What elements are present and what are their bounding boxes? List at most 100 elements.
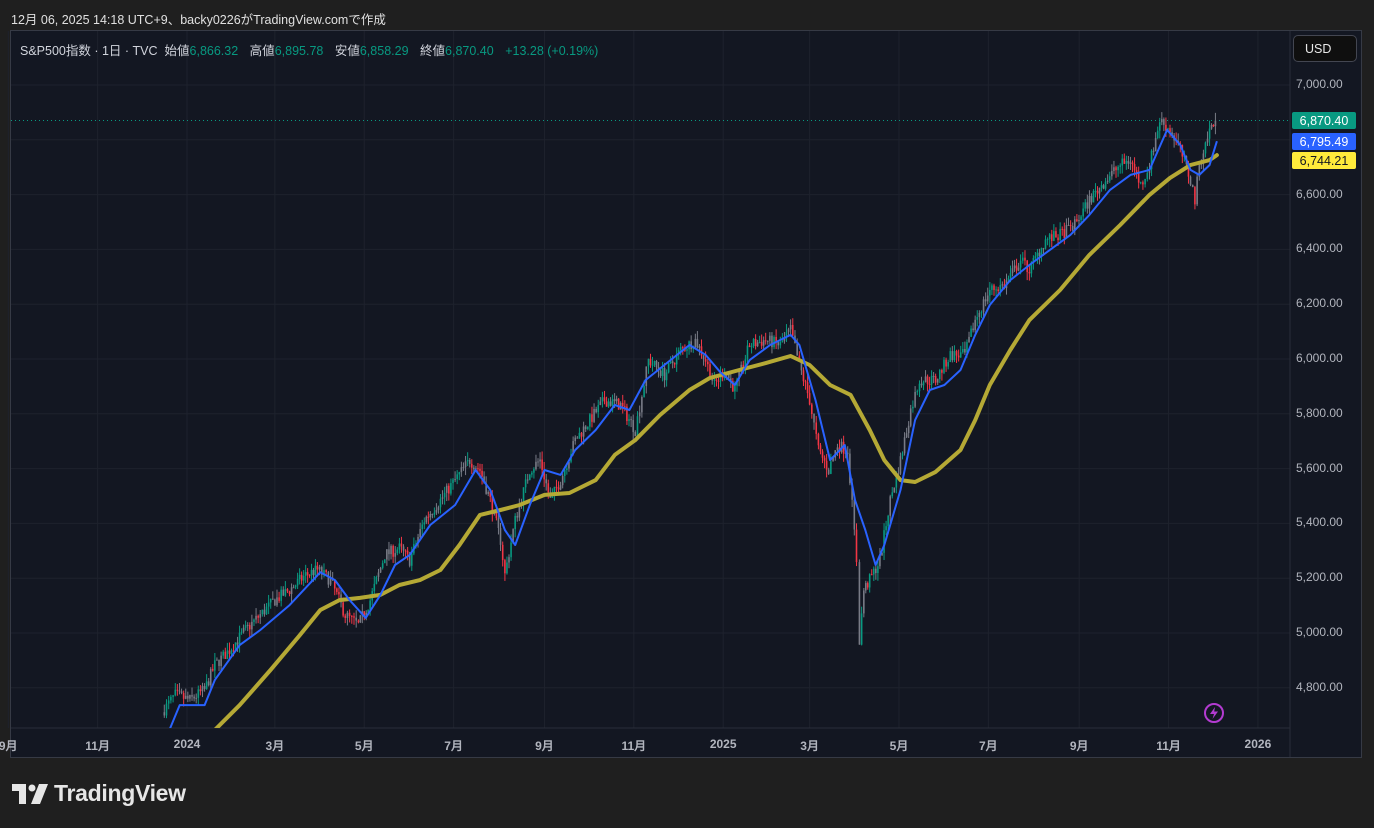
candle-body <box>477 468 479 470</box>
candle-body <box>1131 162 1134 165</box>
candle-body <box>539 459 541 462</box>
candle <box>487 490 490 497</box>
candle-body <box>302 575 305 581</box>
candle <box>1163 117 1165 132</box>
candle <box>302 570 305 587</box>
candle <box>744 354 747 375</box>
candle-body <box>408 553 411 566</box>
candle <box>1113 160 1115 175</box>
candle <box>541 451 543 476</box>
candle-body <box>323 570 325 575</box>
candle <box>518 498 521 522</box>
candle-body <box>613 399 616 402</box>
candle-body <box>282 589 285 596</box>
candle-body <box>491 496 494 515</box>
candle-body <box>671 361 674 364</box>
candle-body <box>982 299 985 313</box>
candle <box>244 620 247 631</box>
candle-body <box>679 347 682 351</box>
candle-body <box>178 690 181 692</box>
candle-body <box>907 425 910 434</box>
candle <box>286 588 289 594</box>
candle-body <box>170 696 172 701</box>
candle-body <box>621 402 624 407</box>
candle <box>308 574 311 578</box>
candle <box>866 581 869 590</box>
candle-body <box>1139 182 1142 184</box>
candle <box>673 362 676 368</box>
candle-body <box>566 468 568 470</box>
candle <box>951 346 954 363</box>
candle-body <box>1021 257 1024 261</box>
candle <box>1013 259 1016 272</box>
candle <box>274 598 276 606</box>
candle <box>529 473 531 481</box>
candle-body <box>452 479 454 484</box>
candle <box>201 682 204 698</box>
candle <box>404 549 407 558</box>
candle <box>804 379 807 390</box>
candle-body <box>879 555 881 567</box>
candle <box>1196 172 1198 207</box>
candle <box>889 494 891 524</box>
candle <box>327 571 330 588</box>
candle <box>504 558 506 581</box>
candle-body <box>1208 128 1211 139</box>
candle-body <box>634 432 637 437</box>
candle-body <box>945 359 947 367</box>
candle <box>1158 117 1161 139</box>
candle <box>167 695 170 710</box>
candle <box>353 612 355 625</box>
candle-body <box>1150 150 1153 170</box>
candle-body <box>318 567 321 570</box>
candle <box>830 453 832 475</box>
candle <box>298 568 301 585</box>
chart-caption: 12月 06, 2025 14:18 UTC+9、backy0226がTradi… <box>11 13 386 27</box>
candle <box>524 473 527 493</box>
candle-body <box>236 642 239 645</box>
candle-body <box>417 537 419 544</box>
candle <box>216 657 218 661</box>
candle-body <box>1204 142 1207 154</box>
candle <box>879 547 881 569</box>
candle <box>218 659 220 672</box>
candle <box>240 628 243 635</box>
currency-button[interactable]: USD <box>1293 35 1357 62</box>
candle-body <box>464 461 467 468</box>
candle <box>1040 247 1043 262</box>
candle-body <box>333 579 336 589</box>
candle <box>930 370 933 391</box>
candle <box>924 370 927 383</box>
candle-body <box>1013 265 1016 269</box>
candle-body <box>561 476 564 486</box>
candle-body <box>972 328 974 331</box>
candle-body <box>641 396 643 413</box>
candle <box>180 688 183 695</box>
candle-body <box>681 347 684 349</box>
candle-body <box>365 612 368 617</box>
candle-body <box>425 516 428 523</box>
candle-body <box>775 336 777 343</box>
price-tick-label: 4,800.00 <box>1296 679 1343 694</box>
time-tick-label: 2025 <box>709 737 737 751</box>
candle-body <box>899 456 902 474</box>
candle-body <box>421 524 424 530</box>
candle <box>294 584 297 590</box>
time-tick-label: 7月 <box>444 739 463 753</box>
candle-body <box>1098 187 1101 194</box>
price-tick-label: 5,000.00 <box>1296 625 1343 639</box>
lightning-icon[interactable] <box>1204 703 1224 723</box>
candle-body <box>957 355 960 358</box>
candle-body <box>1202 153 1205 164</box>
candle-body <box>1057 237 1059 241</box>
symbol-name[interactable]: S&P500指数 · 1日 · TVC <box>20 44 158 58</box>
candle-body <box>764 340 767 342</box>
close-label: 終値 <box>420 44 446 58</box>
candle-body <box>649 358 652 365</box>
candle <box>1061 226 1064 236</box>
candle-body <box>174 689 177 696</box>
candle <box>947 359 949 370</box>
candle <box>394 546 397 564</box>
candle <box>916 389 919 396</box>
